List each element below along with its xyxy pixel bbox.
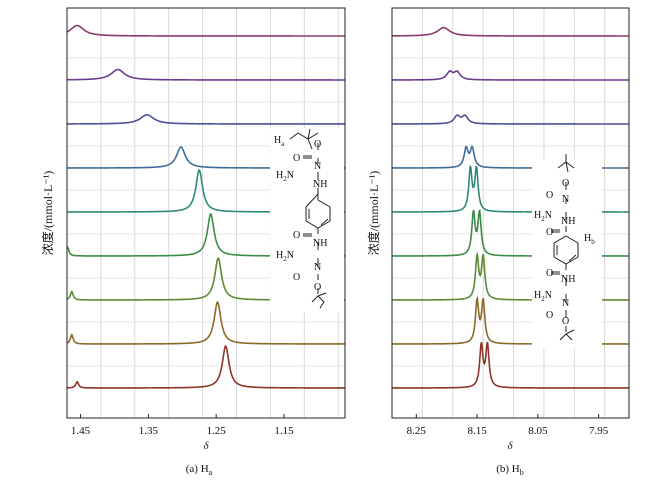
molecule-b-o3: O (546, 227, 553, 238)
molecule-a-ha: Ha (274, 135, 285, 148)
molecule-a-n2: N (314, 262, 321, 273)
panel-a-xtick-label: 1.25 (207, 425, 227, 437)
panel-b-caption: (b) Hb (496, 463, 524, 477)
panel-a-spectrum-9 (66, 344, 345, 389)
molecule-a-bonds (289, 128, 331, 309)
panel-b-xtick-label: 8.15 (467, 425, 487, 437)
molecule-b-hb: Hb (584, 233, 595, 246)
panel-a-caption: (a) Ha (186, 463, 213, 477)
panel-a-xticks: 1.45 1.35 1.25 1.15 (71, 414, 294, 437)
molecule-a-nh1: NH (313, 179, 327, 190)
panel-a-xlabel: δ (203, 440, 209, 452)
panel-a-frame (66, 7, 346, 419)
panel-b-grid (392, 8, 629, 418)
panel-a-spectrum-8 (66, 301, 345, 345)
molecule-a-o2: O (293, 153, 300, 164)
molecule-a-backdrop (270, 128, 344, 312)
molecule-b-nh1: NH (561, 216, 575, 227)
panel-b-xticks: 8.25 8.15 8.05 7.95 (407, 414, 609, 437)
molecule-structure-a: Ha O O N H2N NH O NH H2N N O O (270, 128, 344, 312)
molecule-a-o3: O (293, 230, 300, 241)
panel-b-spectrum-9 (392, 341, 629, 389)
molecule-a-nh2: NH (313, 238, 327, 249)
panel-a-ylabel: 浓度/(mmol·L⁻¹) (40, 171, 55, 256)
panel-b-xtick-label: 8.05 (528, 425, 548, 437)
panel-a-spectrum-2 (66, 68, 345, 81)
panel-a-spectrum-1 (66, 24, 345, 37)
molecule-b-n1: N (562, 194, 569, 205)
molecule-a-o1: O (314, 139, 321, 150)
panel-a-xtick-label: 1.15 (274, 425, 294, 437)
panel-a-xtick-label: 1.35 (139, 425, 159, 437)
panel-a-xtick-label: 1.45 (71, 425, 91, 437)
panel-b-spectrum-2 (392, 70, 629, 81)
panel-b-spectrum-1 (391, 26, 629, 37)
molecule-b-o2: O (546, 190, 553, 201)
molecule-b-backdrop (532, 160, 602, 348)
molecule-b-o4: O (546, 268, 553, 279)
panel-a-caption-sub: a (209, 468, 213, 477)
molecule-structure-b: O O N H2N NH O Hb O NH H2N N O O (532, 154, 602, 348)
panel-b-caption-sub: b (520, 468, 524, 477)
panel-b-xtick-label: 7.95 (589, 425, 609, 437)
panel-b-ylabel: 浓度/(mmol·L⁻¹) (366, 171, 381, 256)
panel-b-xlabel: δ (507, 440, 513, 452)
panel-b-frame (391, 7, 630, 419)
panel-b-caption-main: (b) H (496, 463, 520, 475)
molecule-a-n1: N (314, 161, 321, 172)
molecule-a-o4: O (293, 272, 300, 283)
molecule-b-h2n2: H2N (534, 290, 552, 303)
molecule-a-h2n2: H2N (276, 250, 294, 263)
molecule-a-h2n1: H2N (276, 170, 294, 183)
molecule-b-h2n1: H2N (534, 210, 552, 223)
molecule-b-bonds (551, 154, 579, 341)
panel-a-caption-main: (a) H (186, 463, 209, 475)
molecule-b-n2: N (562, 298, 569, 309)
panel-b-xtick-label: 8.25 (407, 425, 427, 437)
molecule-b-o1: O (562, 178, 569, 189)
molecule-b-o6: O (562, 316, 569, 327)
molecule-b-o5: O (546, 310, 553, 321)
panel-a-spectrum-3 (66, 113, 345, 125)
panel-b-spectrum-3 (392, 114, 629, 125)
molecule-b-nh2: NH (561, 274, 575, 285)
panel-b: 8.25 8.15 8.05 7.95 浓度/(mmol·L⁻¹) δ (b) Hb (366, 7, 630, 477)
molecule-a-o5: O (314, 282, 321, 293)
